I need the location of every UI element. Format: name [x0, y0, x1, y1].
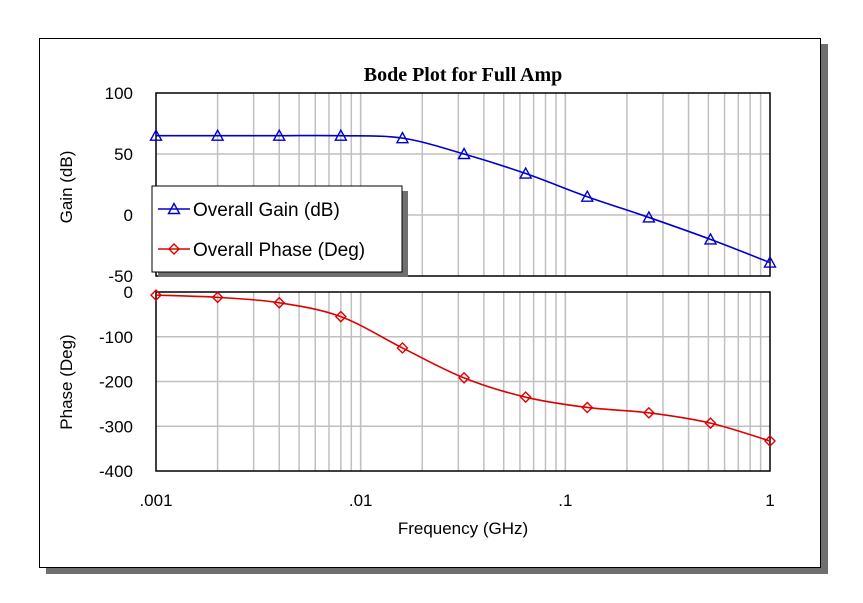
data-point-gain	[395, 131, 410, 144]
data-point-phase	[642, 406, 655, 419]
legend: Overall Gain (dB) Overall Phase (Deg)	[151, 185, 408, 277]
data-point-gain	[642, 210, 656, 223]
data-point-phase	[458, 371, 471, 384]
y-tick-label-phase: -300	[99, 417, 133, 436]
x-tick-label: .1	[558, 491, 572, 510]
x-axis-label: Frequency (GHz)	[398, 519, 528, 538]
data-point-phase	[396, 341, 409, 354]
data-point-phase	[334, 310, 347, 323]
y-tick-label-phase: 0	[124, 283, 133, 302]
series	[149, 128, 777, 448]
data-point-gain	[457, 147, 471, 160]
legend-box	[151, 185, 403, 273]
data-point-phase	[704, 417, 717, 430]
plot-area-gain	[155, 92, 771, 277]
y-tick-label-phase: -400	[99, 462, 133, 481]
y-tick-label-gain: 100	[105, 84, 133, 103]
data-point-gain	[272, 128, 286, 141]
data-point-gain	[149, 128, 163, 141]
series-line-gain	[156, 134, 771, 264]
data-point-gain	[703, 232, 718, 245]
axes	[155, 92, 771, 472]
data-point-phase	[211, 291, 224, 304]
data-point-gain	[580, 189, 594, 202]
gain-y-axis-label: Gain (dB)	[57, 151, 76, 224]
x-tick-label: .001	[139, 491, 172, 510]
series-line-phase	[155, 294, 771, 442]
legend-swatch-marker	[167, 202, 181, 215]
x-tick-label: .01	[349, 491, 373, 510]
data-point-gain	[210, 128, 225, 141]
y-tick-label-phase: -100	[99, 328, 133, 347]
data-point-gain	[763, 255, 777, 268]
y-tick-label-phase: -200	[99, 373, 133, 392]
data-point-phase	[519, 391, 532, 404]
legend-label: Overall Gain (dB)	[193, 200, 340, 221]
legend-label: Overall Phase (Deg)	[193, 240, 365, 261]
data-point-gain	[518, 166, 533, 179]
data-point-phase	[150, 289, 162, 302]
data-point-gain	[334, 128, 348, 141]
phase-y-axis-label: Phase (Deg)	[57, 334, 76, 429]
y-tick-label-gain: 50	[114, 145, 133, 164]
data-point-phase	[581, 401, 594, 414]
chart-frame	[39, 38, 821, 568]
data-point-phase	[273, 296, 286, 309]
plot-area-phase	[155, 291, 771, 472]
data-point-phase	[764, 435, 776, 448]
x-tick-label: 1	[765, 491, 774, 510]
y-tick-label-gain: -50	[108, 267, 133, 286]
chart-title: Bode Plot for Full Amp	[364, 64, 563, 86]
legend-swatch-marker	[168, 243, 180, 255]
y-tick-label-gain: 0	[124, 206, 133, 225]
